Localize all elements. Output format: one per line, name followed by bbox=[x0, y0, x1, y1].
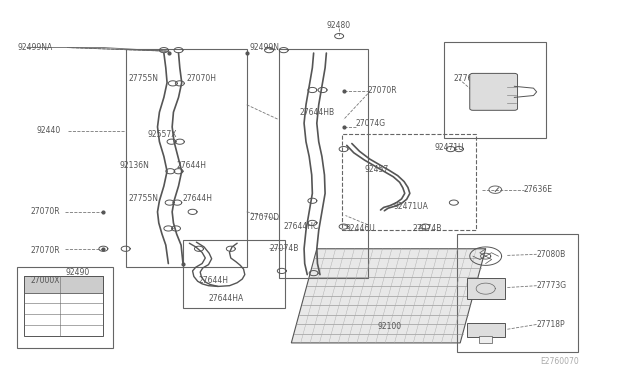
Text: 27000X: 27000X bbox=[30, 276, 60, 285]
Text: 27644HA: 27644HA bbox=[209, 294, 244, 303]
Text: 92440: 92440 bbox=[36, 126, 61, 135]
FancyBboxPatch shape bbox=[470, 73, 518, 110]
Text: 27755N: 27755N bbox=[129, 195, 159, 203]
Bar bbox=[444, 42, 546, 138]
Bar bbox=[278, 49, 368, 278]
Text: 92457: 92457 bbox=[365, 165, 389, 174]
Text: 27070R: 27070R bbox=[30, 246, 60, 255]
Text: 27074B: 27074B bbox=[269, 244, 298, 253]
Text: 92446U: 92446U bbox=[346, 224, 375, 233]
Text: 27644HB: 27644HB bbox=[300, 108, 335, 117]
Text: 27080B: 27080B bbox=[537, 250, 566, 259]
Text: 92499NA: 92499NA bbox=[17, 43, 52, 52]
Text: 27644H: 27644H bbox=[183, 195, 213, 203]
Text: 92136N: 92136N bbox=[119, 161, 149, 170]
Text: 27644H: 27644H bbox=[199, 276, 229, 285]
Text: 27070D: 27070D bbox=[250, 213, 280, 222]
Bar bbox=[467, 278, 505, 299]
Text: 92100: 92100 bbox=[378, 322, 401, 331]
Text: 27070R: 27070R bbox=[30, 207, 60, 217]
Text: 27718P: 27718P bbox=[537, 320, 565, 329]
Polygon shape bbox=[291, 249, 486, 343]
Text: 27773G: 27773G bbox=[537, 281, 567, 290]
Text: 92490: 92490 bbox=[65, 268, 90, 277]
Bar bbox=[479, 336, 492, 343]
Bar bbox=[24, 276, 103, 293]
Bar bbox=[342, 134, 476, 230]
Text: 92480: 92480 bbox=[326, 21, 351, 30]
Text: 27644H: 27644H bbox=[177, 161, 207, 170]
Text: 27070R: 27070R bbox=[368, 86, 397, 94]
Text: 92471UA: 92471UA bbox=[394, 202, 428, 211]
Bar bbox=[125, 49, 246, 267]
Text: 92499N: 92499N bbox=[250, 43, 280, 52]
Text: 27760: 27760 bbox=[454, 74, 478, 83]
Text: E2760070: E2760070 bbox=[540, 357, 579, 366]
Text: 27755N: 27755N bbox=[129, 74, 159, 83]
Bar bbox=[183, 240, 285, 308]
Text: 27636E: 27636E bbox=[524, 185, 553, 194]
Text: 27074G: 27074G bbox=[355, 119, 385, 128]
Bar bbox=[24, 276, 103, 336]
Text: 27070H: 27070H bbox=[186, 74, 216, 83]
Bar bbox=[17, 267, 113, 349]
Text: 92557X: 92557X bbox=[148, 130, 177, 139]
Text: 27074B: 27074B bbox=[412, 224, 442, 233]
Text: 92471U: 92471U bbox=[435, 143, 465, 152]
Bar bbox=[467, 323, 505, 337]
Bar bbox=[457, 234, 578, 352]
Text: 27644HC: 27644HC bbox=[284, 222, 319, 231]
